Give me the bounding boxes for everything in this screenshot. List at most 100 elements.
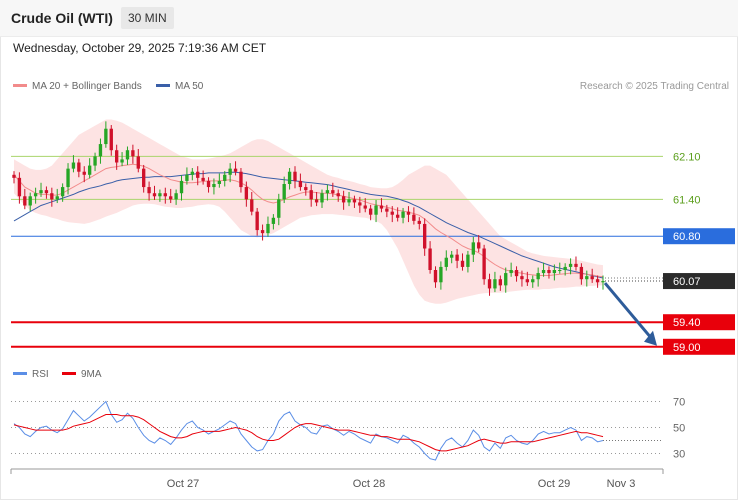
- candle-body: [77, 162, 81, 172]
- candle-body: [493, 279, 497, 289]
- ma50-line: [13, 171, 604, 279]
- rsi-line: [13, 400, 604, 461]
- candle-body: [163, 193, 167, 197]
- x-tick-oct-28: Oct 28: [353, 478, 385, 490]
- candle-body: [374, 205, 378, 215]
- candle-body: [520, 276, 524, 280]
- candle-body: [509, 270, 513, 274]
- candle-body: [185, 174, 189, 181]
- legend-ma20-label: MA 20 + Bollinger Bands: [32, 81, 142, 92]
- candle-body: [109, 128, 113, 151]
- candle-body: [395, 214, 400, 218]
- legend-ma20-bollinger: MA 20 + Bollinger Bands: [13, 81, 142, 92]
- rsi-tick-70: 70: [673, 397, 685, 409]
- ma20-line: [13, 163, 604, 278]
- candle-body: [379, 205, 384, 209]
- candle-body: [39, 190, 43, 194]
- candle-body: [87, 165, 92, 175]
- candle-body: [450, 254, 454, 258]
- legend-9ma-swatch: [62, 371, 76, 375]
- candle-body: [244, 187, 249, 200]
- candle-body: [179, 180, 184, 194]
- candle-body: [196, 171, 200, 178]
- candle-body: [601, 281, 605, 283]
- candle-body: [228, 168, 232, 175]
- forecast-arrow-head: [644, 330, 657, 346]
- candle-body: [287, 171, 292, 184]
- candle-body: [477, 242, 481, 249]
- candle-body: [547, 270, 551, 274]
- candle-body: [12, 174, 16, 178]
- candle-body: [320, 193, 324, 203]
- legend-9ma: 9MA: [62, 369, 102, 380]
- candle-body: [433, 270, 438, 283]
- legend-ma50: MA 50: [156, 81, 203, 92]
- candle-body: [590, 276, 594, 280]
- candle-body: [471, 242, 475, 255]
- legend-rsi-swatch: [13, 371, 27, 375]
- rsi-tick-30: 30: [673, 449, 685, 461]
- candle-body: [514, 270, 519, 277]
- legend-9ma-label: 9MA: [81, 369, 102, 380]
- candle-body: [385, 208, 389, 212]
- candle-body: [255, 211, 259, 231]
- candle-body: [439, 266, 443, 283]
- candle-body: [331, 190, 335, 194]
- candle-body: [444, 257, 448, 267]
- candle-body: [206, 180, 211, 188]
- candle-body: [563, 266, 567, 270]
- legend-rsi-label: RSI: [32, 369, 49, 380]
- candle-body: [466, 254, 470, 267]
- candle-body: [428, 248, 432, 270]
- candle-body: [28, 196, 32, 206]
- research-credit: Research © 2025 Trading Central: [579, 81, 729, 92]
- legend-rsi: RSI: [13, 369, 49, 380]
- level-label-61.40: 61.40: [673, 194, 701, 206]
- last-price-tag: [663, 273, 735, 290]
- candle-body: [277, 199, 281, 218]
- candle-body: [271, 217, 276, 224]
- header-bar: Crude Oil (WTI) 30 MIN: [0, 0, 738, 37]
- candle-body: [482, 248, 486, 280]
- candle-body: [504, 273, 508, 286]
- candle-body: [233, 168, 238, 172]
- timestamp: Wednesday, October 29, 2025 7:19:36 AM C…: [13, 41, 267, 55]
- candle-body: [120, 159, 124, 163]
- level-tag-59.00: [663, 338, 735, 355]
- candle-body: [212, 184, 216, 188]
- candle-body: [574, 263, 578, 267]
- level-tag-59.40: [663, 314, 735, 331]
- x-tick-oct-27: Oct 27: [167, 478, 199, 490]
- candle-body: [341, 196, 346, 203]
- candle-body: [552, 270, 557, 274]
- candle-body: [487, 279, 492, 289]
- candle-body: [325, 190, 330, 194]
- candle-body: [266, 223, 270, 234]
- candle-body: [417, 220, 421, 224]
- candle-body: [579, 266, 584, 280]
- candle-body: [336, 193, 340, 197]
- legend-ma20-swatch: [13, 83, 27, 87]
- candle-body: [455, 254, 459, 261]
- candle-body: [125, 150, 130, 160]
- candle-body: [406, 211, 411, 215]
- candle-body: [158, 193, 162, 197]
- candle-body: [250, 199, 254, 212]
- candle-body: [358, 202, 362, 206]
- candle-body: [114, 150, 119, 163]
- last-price-label: 60.07: [673, 276, 701, 288]
- candle-body: [401, 211, 405, 218]
- candle-body: [260, 230, 265, 234]
- candle-body: [363, 205, 367, 209]
- candles-group: [12, 121, 605, 296]
- candle-body: [304, 187, 308, 191]
- candle-body: [347, 199, 351, 203]
- candle-body: [93, 156, 97, 166]
- interval-button[interactable]: 30 MIN: [121, 7, 174, 29]
- level-label-59.00: 59.00: [673, 342, 701, 354]
- candle-body: [142, 168, 146, 188]
- x-tick-nov-3: Nov 3: [607, 478, 636, 490]
- candle-body: [131, 150, 135, 157]
- candle-body: [33, 193, 38, 197]
